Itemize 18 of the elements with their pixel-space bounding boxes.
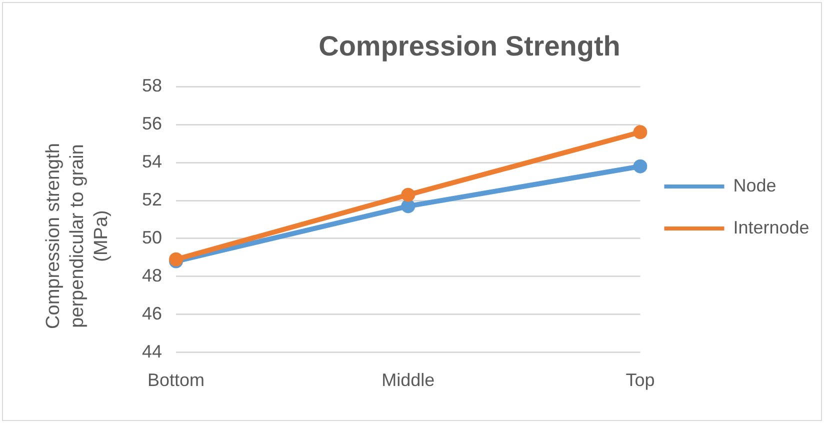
x-tick-label: Bottom: [148, 370, 205, 390]
point: [401, 188, 416, 202]
x-tick-label: Middle: [382, 370, 435, 390]
y-axis-title: Compression strength perpendicular to grain (MPa): [42, 142, 113, 331]
y-tick-label: 48: [142, 265, 162, 286]
point: [633, 125, 648, 140]
x-tick-label: Top: [626, 370, 655, 390]
y-tick-label: 46: [142, 303, 162, 324]
y-tick-label: 52: [142, 189, 162, 210]
y-tick-label: 54: [142, 152, 162, 172]
chart-title: Compression Strength: [318, 30, 620, 62]
y-tick-label: 58: [142, 76, 162, 96]
y-tick-label: 50: [142, 227, 162, 248]
y-tick-label: 56: [142, 114, 162, 134]
y-tick-label: 44: [142, 341, 162, 362]
legend-label: Internode: [733, 217, 810, 238]
legend-label: Node: [733, 175, 776, 196]
point: [633, 159, 648, 174]
